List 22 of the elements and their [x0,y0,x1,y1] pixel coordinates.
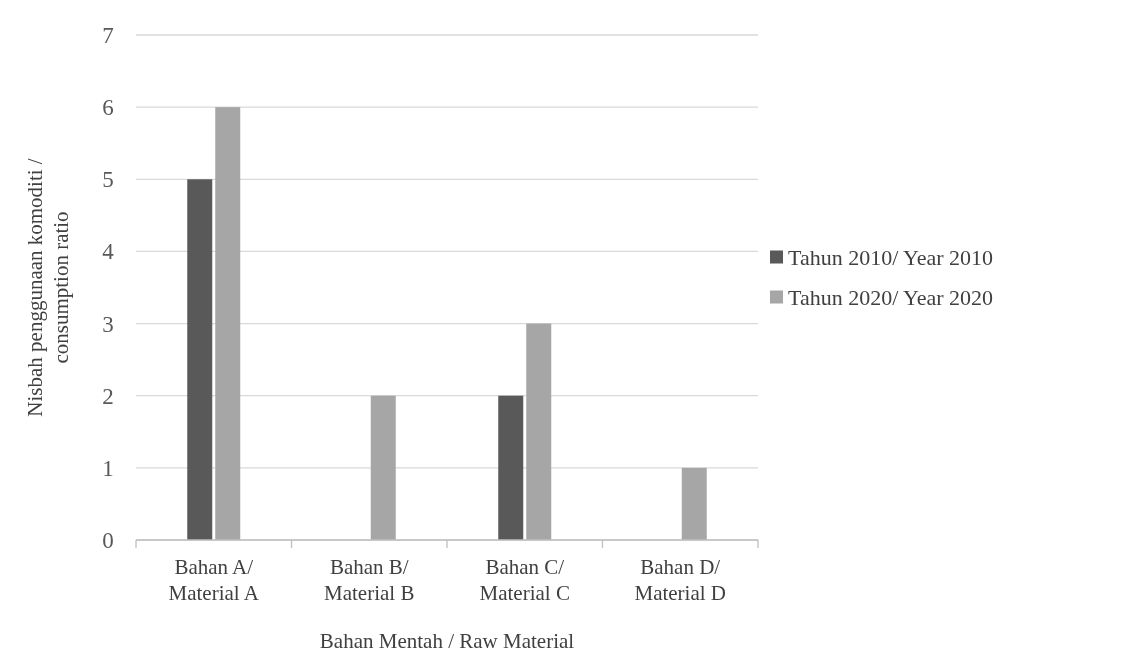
y-tick-label: 0 [102,528,114,554]
y-tick-label: 1 [102,455,114,481]
x-tick-label: Bahan A/ Material A [168,555,260,605]
bar [370,395,396,540]
bar [681,467,707,540]
bar [215,107,241,540]
x-axis-title: Bahan Mentah / Raw Material [319,629,575,653]
x-tick-label: Bahan B/ Material B [324,555,415,605]
x-tick-label: Bahan D/ Material D [634,555,727,605]
bar [187,179,213,540]
y-tick-label: 5 [102,167,114,193]
bar [526,323,552,540]
y-tick-label: 7 [102,23,114,49]
x-tick-label: Bahan C/ Material C [479,555,570,605]
legend-label: Tahun 2020/ Year 2020 [788,285,994,311]
y-tick-label: 3 [102,311,114,337]
legend-label: Tahun 2010/ Year 2010 [788,245,994,271]
y-axis-title: Nisbah penggunaan komoditi / consumption ratio [23,158,73,417]
y-tick-label: 6 [102,95,114,121]
y-tick-label: 4 [102,239,115,265]
bar [498,395,524,540]
y-tick-label: 2 [102,383,114,409]
